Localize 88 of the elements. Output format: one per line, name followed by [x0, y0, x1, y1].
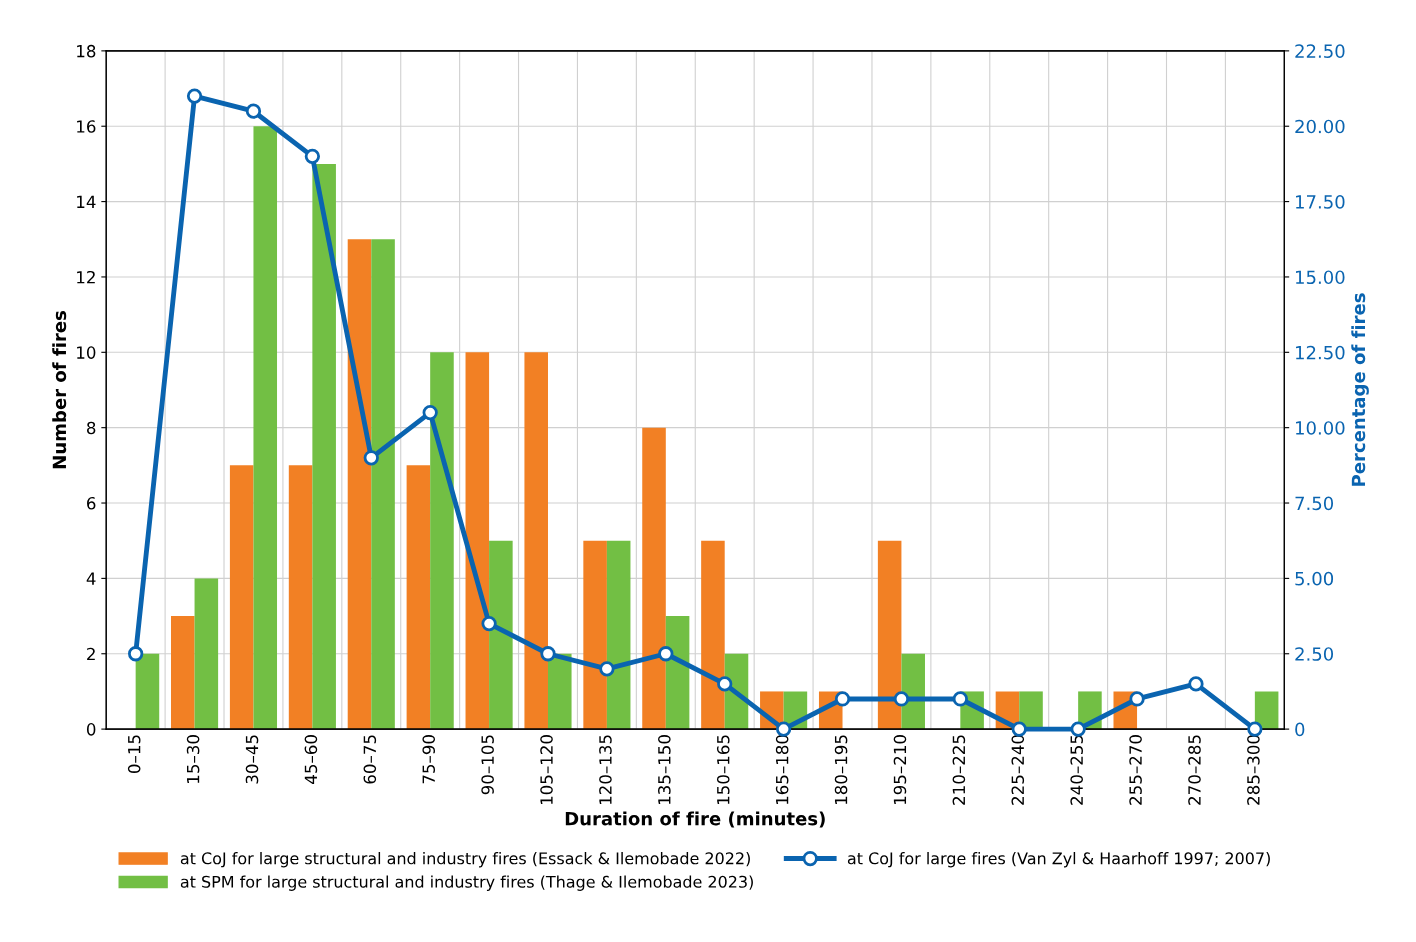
x-tick-label: 75–90 [422, 735, 436, 784]
y-tick-label: 16 [77, 120, 96, 133]
legend-label: at CoJ for large structural and industry fires (Essack & Ilemobade 2022) [180, 852, 750, 868]
bar [171, 616, 195, 730]
x-tick-label: 45–60 [304, 735, 318, 784]
x-tick-label: 270–285 [1188, 735, 1201, 805]
y-axis-title: Number of fires [52, 311, 67, 469]
bar [1019, 691, 1043, 730]
bar [524, 352, 548, 730]
legend-label: at SPM for large structural and industry fires (Thage & Ilemobade 2023) [180, 875, 753, 891]
point [540, 646, 556, 662]
x-tick-label: 120–135 [599, 735, 612, 805]
y-tick-label: 8 [87, 421, 96, 435]
bar [489, 540, 513, 730]
point [1188, 676, 1204, 692]
point [304, 148, 321, 165]
point [245, 103, 262, 119]
point [481, 615, 497, 632]
x-tick-label: 180–195 [834, 735, 848, 805]
bar [288, 465, 313, 730]
y2-tick-label: 22.50 [1295, 44, 1345, 58]
point [422, 404, 438, 421]
bar [583, 540, 607, 730]
point [128, 646, 144, 662]
y2-tick-label: 2.50 [1295, 647, 1334, 661]
point [186, 88, 203, 104]
bar [347, 239, 372, 730]
y2-tick-label: 5.00 [1295, 571, 1334, 586]
bar [701, 540, 725, 730]
x-tick-label: 60–75 [363, 735, 377, 784]
bar [606, 540, 631, 730]
bar [901, 653, 925, 730]
bar [194, 578, 219, 730]
point [363, 450, 379, 466]
x-tick-label: 225–240 [1011, 735, 1025, 805]
y2-tick-label: 15.00 [1296, 270, 1345, 285]
y-tick-label: 4 [86, 572, 96, 585]
point [599, 661, 615, 677]
point [834, 691, 851, 707]
x-tick-label: 255–270 [1129, 735, 1142, 805]
bar [877, 540, 902, 730]
x-tick-label: 210–225 [952, 735, 966, 805]
y2-tick-label: 7.50 [1295, 496, 1334, 511]
y2-tick-label: 0 [1295, 722, 1305, 737]
bar [1254, 691, 1279, 730]
y-tick-label: 10 [77, 346, 96, 359]
x-tick-label: 30–45 [245, 735, 259, 784]
point [952, 691, 968, 707]
y2-tick-label: 17.50 [1296, 195, 1345, 209]
x-tick-label: 135–150 [658, 735, 671, 805]
y-tick-label: 6 [87, 496, 96, 510]
x-tick-label: 0–15 [127, 735, 141, 774]
bar [665, 616, 690, 730]
x-tick-label: 165–180 [775, 735, 789, 805]
y-tick-label: 2 [87, 647, 95, 661]
y2-tick-label: 12.50 [1296, 345, 1345, 360]
bar [312, 163, 336, 730]
bar [253, 126, 278, 730]
bar [371, 239, 395, 730]
x-axis-title: Duration of fire (minutes) [565, 811, 825, 828]
bar [229, 465, 254, 730]
point [717, 676, 733, 692]
y-tick-label: 12 [77, 270, 95, 284]
y2-axis-title: Percentage of fires [1351, 293, 1369, 486]
y-tick-label: 18 [77, 44, 96, 58]
x-tick-label: 105–120 [540, 735, 553, 805]
legend-label: at CoJ for large fires (Van Zyl & Haarhoff 1997; 2007) [847, 852, 1270, 868]
bar [547, 653, 572, 730]
y2-tick-label: 20.00 [1295, 119, 1345, 134]
bar [430, 352, 454, 730]
point [1129, 691, 1145, 707]
bar [642, 427, 666, 730]
bar [406, 465, 431, 730]
point [658, 646, 674, 662]
bar [465, 352, 490, 730]
x-tick-label: 195–210 [893, 735, 907, 805]
x-tick-label: 90–105 [481, 735, 494, 795]
point [1070, 721, 1086, 737]
x-tick-label: 15–30 [186, 735, 200, 783]
point [893, 691, 910, 707]
x-tick-label: 150–165 [716, 735, 730, 805]
x-tick-label: 240–255 [1070, 735, 1083, 805]
point [775, 721, 792, 737]
y2-tick-label: 10.00 [1296, 421, 1345, 435]
x-tick-label: 285–300 [1247, 735, 1260, 805]
y-tick-label: 0 [86, 723, 96, 736]
bar [135, 653, 160, 730]
y-tick-label: 14 [77, 195, 96, 208]
